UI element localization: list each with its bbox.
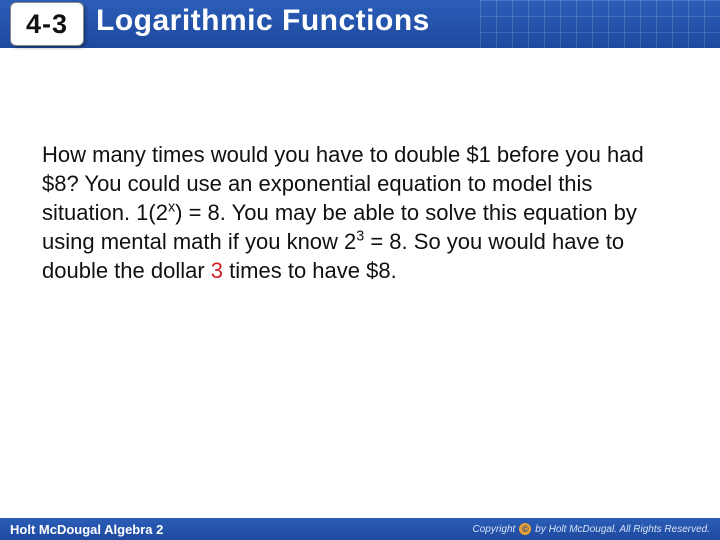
highlight-number: 3 [211,258,223,283]
footer-copyright: Copyright © by Holt McDougal. All Rights… [472,523,710,535]
slide-body-text: How many times would you have to double … [42,140,670,285]
slide-header: 4-3 Logarithmic Functions [0,0,720,58]
section-number: 4-3 [26,9,68,40]
copyright-suffix: by Holt McDougal. All Rights Reserved. [535,524,710,535]
slide-footer: Holt McDougal Algebra 2 Copyright © by H… [0,518,720,540]
footer-textbook-name: Holt McDougal Algebra 2 [10,522,163,537]
section-number-badge: 4-3 [10,2,84,46]
header-grid-decoration [480,0,720,48]
body-part4: times to have $8. [223,258,397,283]
copyright-prefix: Copyright [472,524,515,535]
slide-title: Logarithmic Functions [96,4,430,38]
copyright-icon: © [519,523,531,535]
